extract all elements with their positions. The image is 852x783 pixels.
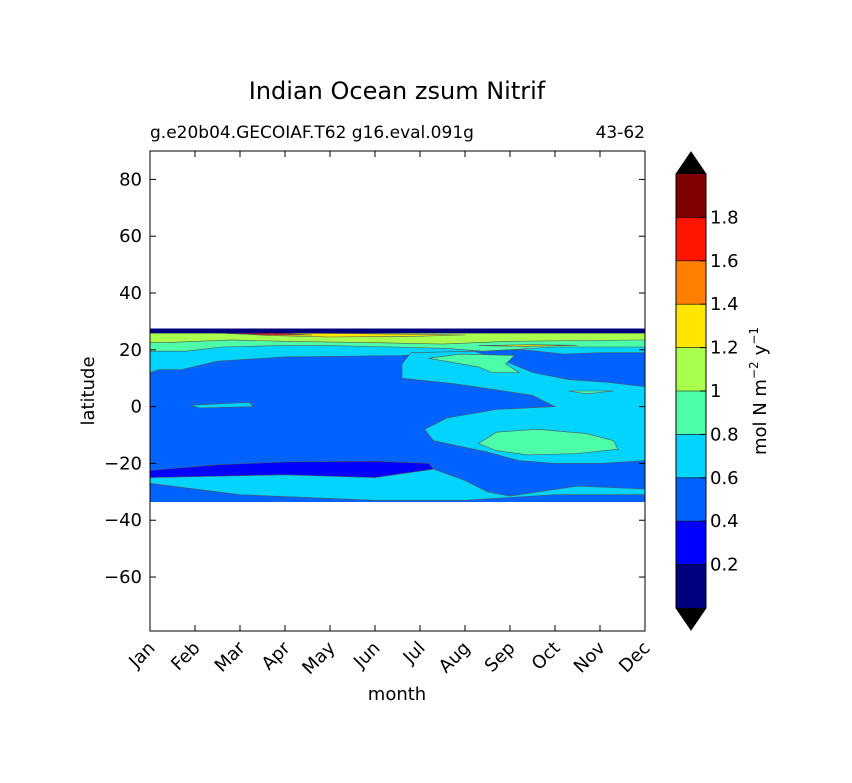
x-tick-label: May [298,637,339,678]
contour-region-0.8-1.0-a [428,353,521,373]
contour-region-0.4-0.6-south [150,482,645,502]
x-tick-label: Jul [399,638,430,669]
colorbar-tick-label: 1.6 [710,251,739,272]
contour-region-0.2-0.4 [150,460,435,478]
x-tick-label: Oct [528,638,565,675]
colorbar: 0.2 0.4 0.6 0.8 1 1.2 1.4 1.6 1.8 [675,151,739,631]
x-tick-label: Aug [435,638,475,678]
y-tick-label: −20 [104,453,142,474]
colorbar-label-main: mol N m [750,379,771,455]
colorbar-outline [675,151,707,631]
colorbar-tick-label: 1.2 [710,338,739,359]
colorbar-swatch [676,174,706,218]
colorbar-extend-over [676,152,706,174]
y-tick-label: 40 [119,283,142,304]
chart-subtitle-right: 43-62 [596,123,645,143]
contour-fill [150,328,645,502]
colorbar-label-mid: y [750,344,771,355]
x-tick-label: Nov [570,637,610,677]
contour-region-0.6-0.8-spot [190,402,255,409]
chart-title: Indian Ocean zsum Nitrif [249,77,546,105]
contour-region-0-0.2-edge [150,328,645,334]
x-tick-label: Jun [349,638,384,673]
y-tick-label: −60 [104,567,142,588]
colorbar-swatch [676,564,706,608]
y-tick-label: 80 [119,169,142,190]
x-tick-label: Mar [211,637,250,676]
y-axis: 80 60 40 20 0 −20 −40 −60 [104,169,645,588]
y-tick-label: 0 [131,397,142,418]
contour-region-1.2-1.4-b [478,344,578,347]
y-axis-label: latitude [78,356,99,425]
x-tick-label: Jan [124,638,159,673]
contour-region-0.8-1.0-b [477,428,619,456]
plot-frame [149,150,646,632]
y-tick-label: 60 [119,226,142,247]
x-axis-label: month [368,684,426,705]
y-tick-label: −40 [104,510,142,531]
colorbar-label-exp1: −2 [747,361,761,379]
colorbar-tick-label: 1.4 [710,294,739,315]
colorbar-label-exp2: −1 [747,327,761,345]
colorbar-swatch [676,521,706,565]
colorbar-tick-label: 1 [710,381,721,402]
colorbar-tick-label: 0.8 [710,424,739,445]
x-tick-label: Dec [615,638,654,677]
colorbar-swatch [676,260,706,305]
contour-region-0.8-1.0-c [568,390,614,395]
colorbar-swatch [676,347,706,391]
y-tick-label: 20 [119,340,142,361]
x-tick-label: Apr [258,637,295,674]
colorbar-tick-label: 0.4 [710,511,739,532]
colorbar-swatch [676,434,706,478]
colorbar-swatch [676,477,706,522]
x-tick-label: Sep [481,638,520,677]
colorbar-tick-label: 0.6 [710,468,739,489]
colorbar-swatch [676,304,706,348]
colorbar-tick-label: 0.2 [710,555,739,576]
colorbar-extend-under [676,608,706,630]
colorbar-swatch [676,391,706,435]
x-tick-label: Feb [167,638,204,675]
colorbar-swatch [676,217,706,261]
colorbar-label: mol N m−2 y−1 [747,327,771,455]
chart-subtitle-left: g.e20b04.GECOIAF.T62 g16.eval.091g [150,123,474,143]
colorbar-tick-label: 1.8 [710,207,739,228]
